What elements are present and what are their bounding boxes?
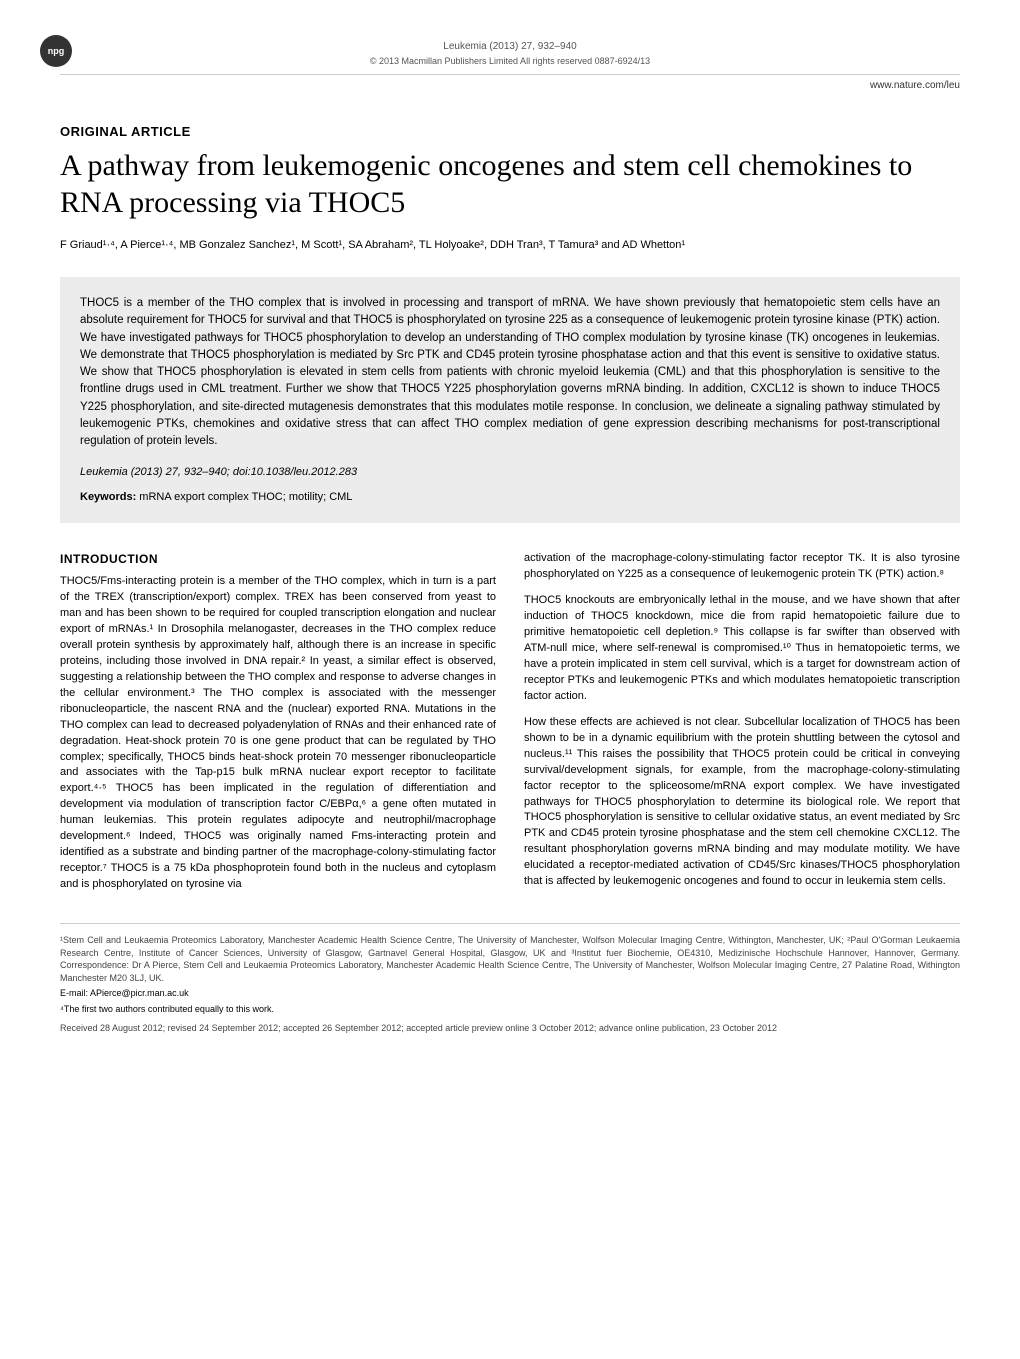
- left-column: INTRODUCTION THOC5/Fms-interacting prote…: [60, 551, 496, 893]
- abstract-citation: Leukemia (2013) 27, 932–940; doi:10.1038…: [80, 464, 940, 481]
- keywords: Keywords: mRNA export complex THOC; moti…: [80, 489, 940, 506]
- npg-badge: npg: [40, 35, 72, 67]
- correspondence-email: E-mail: APierce@picr.man.ac.uk: [60, 987, 960, 1000]
- keywords-label: Keywords:: [80, 491, 136, 503]
- keywords-text: mRNA export complex THOC; motility; CML: [136, 491, 352, 503]
- body-columns: INTRODUCTION THOC5/Fms-interacting prote…: [60, 551, 960, 893]
- intro-paragraph: THOC5 knockouts are embryonically lethal…: [524, 593, 960, 705]
- article-title: A pathway from leukemogenic oncogenes an…: [60, 147, 960, 222]
- article-type: ORIGINAL ARTICLE: [60, 123, 960, 141]
- header-meta: npg Leukemia (2013) 27, 932–940 © 2013 M…: [60, 40, 960, 68]
- intro-paragraph: How these effects are achieved is not cl…: [524, 715, 960, 890]
- author-list: F Griaud¹·⁴, A Pierce¹·⁴, MB Gonzalez Sa…: [60, 238, 960, 253]
- author-footnote: ⁴The first two authors contributed equal…: [60, 1003, 960, 1016]
- abstract-text: THOC5 is a member of the THO complex tha…: [80, 295, 940, 450]
- abstract-box: THOC5 is a member of the THO complex tha…: [60, 277, 960, 523]
- intro-paragraph: THOC5/Fms-interacting protein is a membe…: [60, 574, 496, 893]
- copyright-line: © 2013 Macmillan Publishers Limited All …: [60, 55, 960, 68]
- introduction-heading: INTRODUCTION: [60, 551, 496, 568]
- journal-url: www.nature.com/leu: [60, 74, 960, 93]
- article-dates: Received 28 August 2012; revised 24 Sept…: [60, 1022, 960, 1035]
- journal-line: Leukemia (2013) 27, 932–940: [60, 40, 960, 54]
- intro-paragraph: activation of the macrophage-colony-stim…: [524, 551, 960, 583]
- affiliations: ¹Stem Cell and Leukaemia Proteomics Labo…: [60, 923, 960, 984]
- right-column: activation of the macrophage-colony-stim…: [524, 551, 960, 893]
